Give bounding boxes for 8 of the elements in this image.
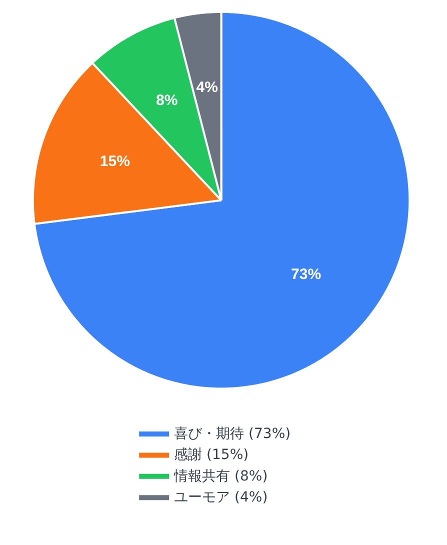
legend-label: 情報共有 (8%) [173, 468, 268, 484]
data-label: 4% [196, 78, 218, 96]
data-label: 73% [291, 266, 322, 283]
data-label: 15% [100, 152, 130, 170]
data-label: 8% [156, 92, 178, 110]
legend-label: ユーモア (4%) [174, 490, 268, 506]
legend-label: 感謝 (15%) [174, 447, 249, 464]
legend-label: 喜び・期待 (73%) [174, 426, 291, 442]
